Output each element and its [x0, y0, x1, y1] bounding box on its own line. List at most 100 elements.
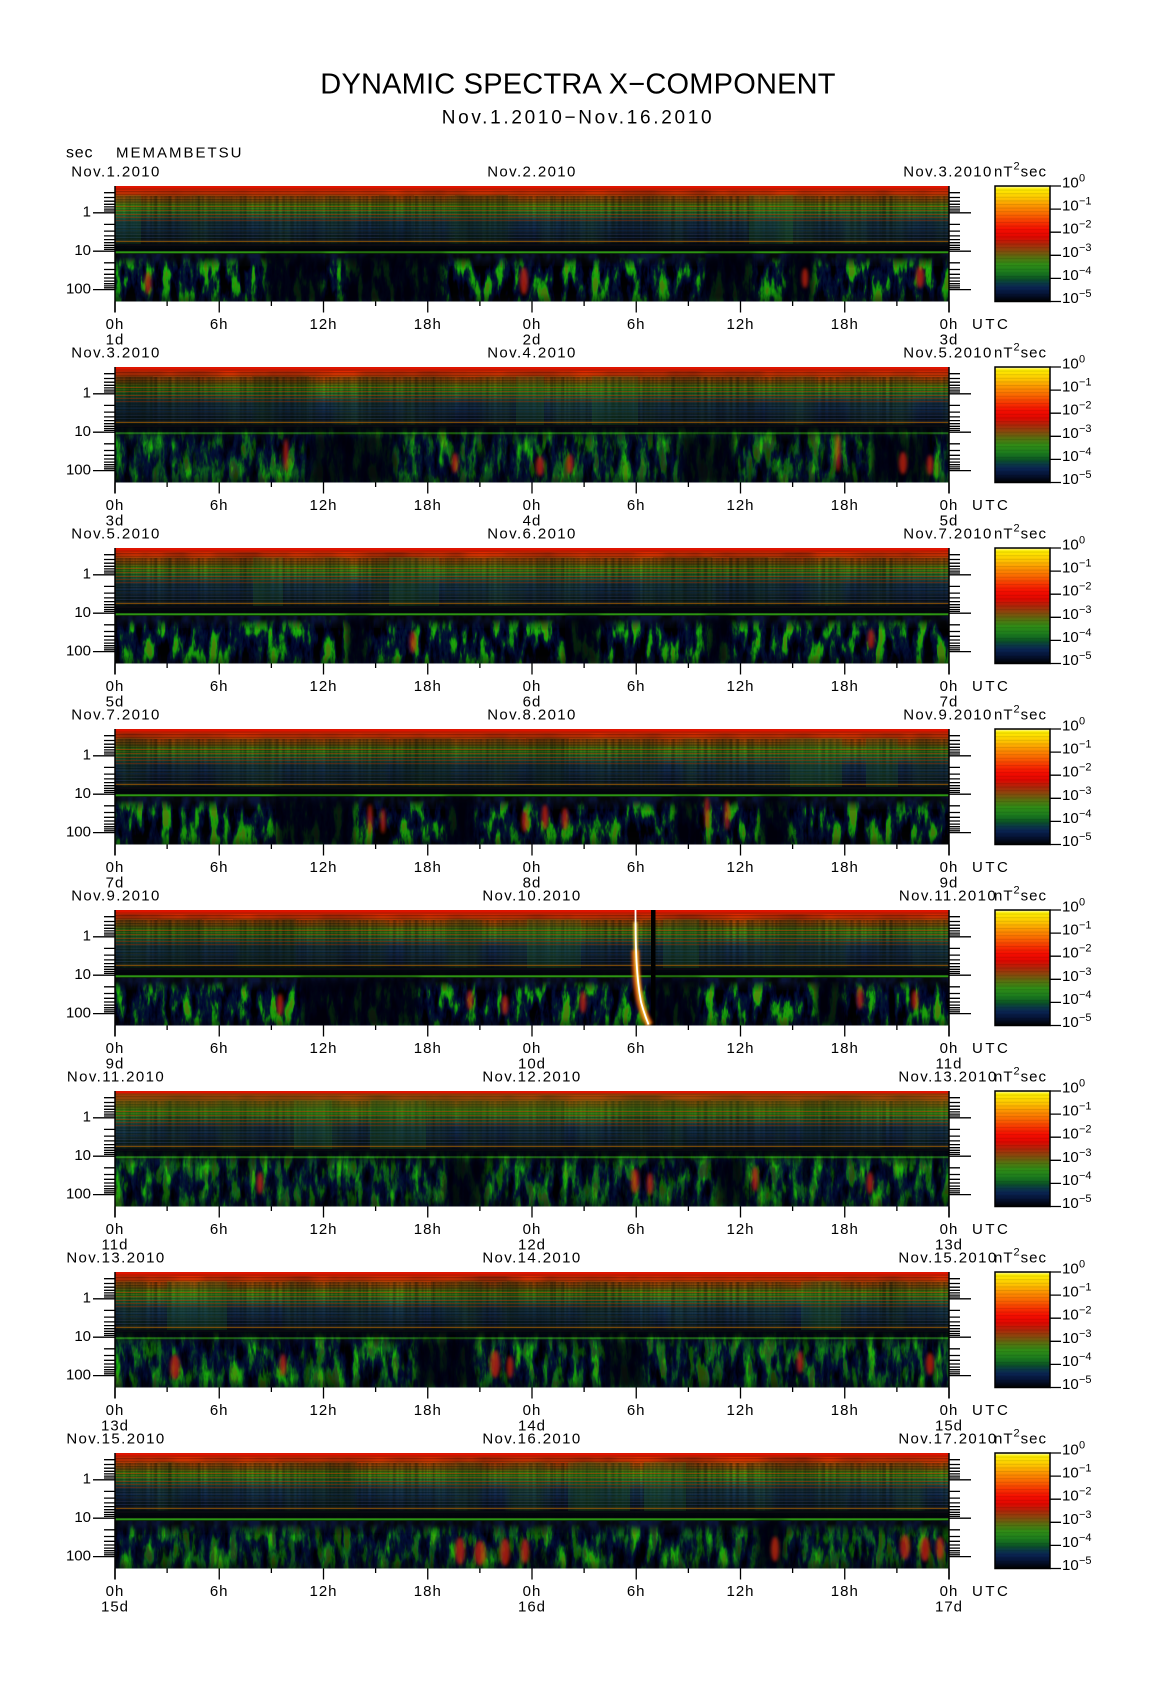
- svg-text:14d: 14d: [518, 1418, 546, 1435]
- svg-text:Nov.8.2010: Nov.8.2010: [487, 707, 577, 724]
- svg-text:12h: 12h: [309, 1221, 337, 1238]
- svg-text:Nov.7.2010: Nov.7.2010: [903, 526, 993, 543]
- svg-text:−3: −3: [1079, 604, 1092, 616]
- svg-text:9d: 9d: [106, 1056, 125, 1073]
- svg-text:Nov.4.2010: Nov.4.2010: [487, 345, 577, 362]
- svg-text:18h: 18h: [831, 1583, 859, 1600]
- svg-text:−1: −1: [1079, 196, 1092, 208]
- svg-text:0h: 0h: [940, 1402, 959, 1419]
- svg-text:12h: 12h: [726, 1583, 754, 1600]
- svg-text:10: 10: [1062, 1149, 1079, 1166]
- svg-text:0h: 0h: [940, 497, 959, 514]
- svg-text:10: 10: [1062, 1014, 1079, 1031]
- svg-text:Nov.9.2010: Nov.9.2010: [71, 888, 161, 905]
- svg-text:−2: −2: [1079, 581, 1092, 593]
- svg-text:−1: −1: [1079, 739, 1092, 751]
- svg-text:12h: 12h: [309, 1583, 337, 1600]
- svg-text:0h: 0h: [940, 1583, 959, 1600]
- svg-text:10: 10: [74, 1147, 91, 1164]
- svg-text:1: 1: [83, 1471, 91, 1488]
- svg-text:−1: −1: [1079, 558, 1092, 570]
- svg-text:18h: 18h: [414, 1221, 442, 1238]
- svg-text:6h: 6h: [627, 1583, 646, 1600]
- svg-text:12h: 12h: [309, 859, 337, 876]
- svg-text:UTC: UTC: [972, 1040, 1010, 1057]
- svg-text:0h: 0h: [523, 1402, 542, 1419]
- svg-text:−5: −5: [1079, 1555, 1092, 1567]
- svg-text:10: 10: [74, 966, 91, 983]
- svg-text:−3: −3: [1079, 785, 1092, 797]
- svg-text:−2: −2: [1079, 943, 1092, 955]
- svg-text:0h: 0h: [106, 859, 125, 876]
- svg-text:0h: 0h: [106, 497, 125, 514]
- svg-text:Nov.1.2010−Nov.16.2010: Nov.1.2010−Nov.16.2010: [442, 108, 715, 129]
- svg-text:1: 1: [83, 1109, 91, 1126]
- svg-text:10: 10: [1062, 606, 1079, 623]
- svg-text:10: 10: [1062, 899, 1079, 916]
- svg-text:6h: 6h: [210, 316, 229, 333]
- svg-text:12h: 12h: [309, 497, 337, 514]
- svg-text:10: 10: [1062, 718, 1079, 735]
- svg-text:6h: 6h: [627, 1221, 646, 1238]
- svg-text:6h: 6h: [627, 1402, 646, 1419]
- svg-text:1: 1: [83, 385, 91, 402]
- svg-text:10: 10: [1062, 1557, 1079, 1574]
- svg-text:10: 10: [1062, 968, 1079, 985]
- svg-text:nT2sec: nT2sec: [994, 704, 1047, 724]
- svg-text:UTC: UTC: [972, 1583, 1010, 1600]
- svg-text:2d: 2d: [523, 332, 542, 349]
- svg-text:10: 10: [1062, 1261, 1079, 1278]
- svg-text:−2: −2: [1079, 762, 1092, 774]
- svg-text:18h: 18h: [414, 1583, 442, 1600]
- svg-text:0h: 0h: [940, 859, 959, 876]
- svg-text:6h: 6h: [210, 1040, 229, 1057]
- svg-text:Nov.5.2010: Nov.5.2010: [71, 526, 161, 543]
- svg-text:0: 0: [1079, 535, 1085, 547]
- svg-text:18h: 18h: [414, 859, 442, 876]
- svg-text:10: 10: [1062, 652, 1079, 669]
- svg-text:0h: 0h: [523, 859, 542, 876]
- svg-text:4d: 4d: [523, 513, 542, 530]
- svg-text:10: 10: [1062, 1195, 1079, 1212]
- svg-text:15d: 15d: [935, 1418, 963, 1435]
- svg-text:0: 0: [1079, 1440, 1085, 1452]
- svg-text:18h: 18h: [831, 497, 859, 514]
- svg-text:0: 0: [1079, 1259, 1085, 1271]
- svg-text:UTC: UTC: [972, 678, 1010, 695]
- svg-text:6h: 6h: [210, 1402, 229, 1419]
- svg-text:−5: −5: [1079, 1193, 1092, 1205]
- svg-text:Nov.5.2010: Nov.5.2010: [903, 345, 993, 362]
- svg-text:16d: 16d: [518, 1599, 546, 1616]
- svg-text:100: 100: [66, 1004, 91, 1021]
- svg-text:−1: −1: [1079, 377, 1092, 389]
- svg-text:Nov.6.2010: Nov.6.2010: [487, 526, 577, 543]
- svg-text:6h: 6h: [210, 497, 229, 514]
- svg-text:0h: 0h: [940, 1221, 959, 1238]
- svg-text:11d: 11d: [936, 1056, 963, 1073]
- svg-text:−2: −2: [1079, 1486, 1092, 1498]
- svg-text:12h: 12h: [726, 1040, 754, 1057]
- svg-text:6d: 6d: [523, 694, 542, 711]
- svg-text:6h: 6h: [627, 1040, 646, 1057]
- svg-text:10: 10: [1062, 1442, 1079, 1459]
- svg-text:7d: 7d: [940, 694, 959, 711]
- svg-text:Nov.10.2010: Nov.10.2010: [482, 888, 581, 905]
- svg-text:nT2sec: nT2sec: [994, 1247, 1047, 1267]
- svg-text:1: 1: [83, 928, 91, 945]
- svg-text:Nov.3.2010: Nov.3.2010: [71, 345, 161, 362]
- svg-text:10: 10: [1062, 629, 1079, 646]
- svg-text:0: 0: [1079, 1078, 1085, 1090]
- svg-text:6h: 6h: [210, 1221, 229, 1238]
- svg-text:100: 100: [66, 1366, 91, 1383]
- svg-text:18h: 18h: [414, 497, 442, 514]
- svg-text:0: 0: [1079, 716, 1085, 728]
- svg-text:10: 10: [1062, 1126, 1079, 1143]
- svg-text:Nov.9.2010: Nov.9.2010: [903, 707, 993, 724]
- svg-text:−4: −4: [1079, 1351, 1092, 1363]
- svg-text:15d: 15d: [101, 1599, 129, 1616]
- svg-text:Nov.11.2010: Nov.11.2010: [899, 888, 997, 905]
- svg-text:nT2sec: nT2sec: [994, 523, 1047, 543]
- svg-text:10: 10: [1062, 448, 1079, 465]
- svg-text:−4: −4: [1079, 989, 1092, 1001]
- svg-text:0: 0: [1079, 354, 1085, 366]
